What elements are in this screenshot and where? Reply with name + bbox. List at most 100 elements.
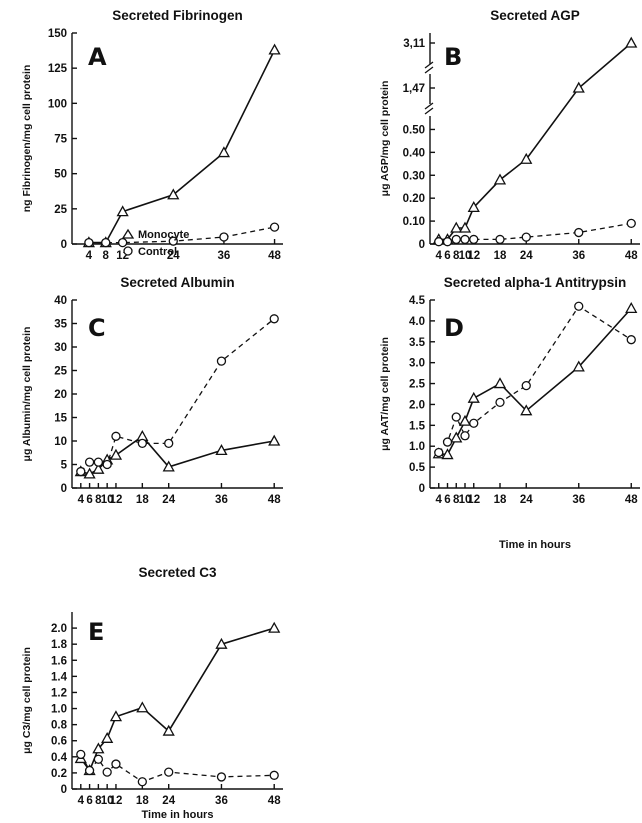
x-tick-label: 48	[268, 795, 281, 807]
y-tick-label: 0.8	[51, 720, 68, 732]
data-point-control	[137, 438, 147, 449]
x-tick-label: 12	[110, 494, 123, 506]
data-point-monocyte	[625, 36, 638, 48]
data-point-control	[521, 380, 531, 391]
data-point-monocyte	[92, 462, 105, 474]
data-point-monocyte	[162, 724, 175, 736]
data-point-monocyte	[572, 81, 585, 93]
data-point-control	[93, 457, 104, 467]
data-point-control	[469, 234, 479, 245]
y-tick-label: 0.20	[403, 193, 425, 205]
data-point-control	[216, 356, 227, 366]
data-point-monocyte	[83, 467, 96, 479]
x-tick-label: 24	[162, 795, 175, 807]
data-point-monocyte	[167, 188, 180, 200]
panel-letter: D	[444, 314, 464, 342]
y-tick-label: 15	[54, 413, 67, 425]
legend-label-control: Control	[138, 246, 177, 258]
y-tick-label: 0	[419, 483, 425, 495]
data-point-control	[216, 772, 227, 782]
y-tick-label: 0.4	[51, 752, 68, 764]
y-tick-label: 0	[419, 239, 425, 251]
y-tick-label: 0	[61, 784, 67, 796]
series-line-monocyte	[438, 42, 632, 241]
chart-title: Secreted C3	[138, 565, 217, 580]
data-point-monocyte	[109, 448, 123, 460]
legend: Monocyte Control	[121, 228, 189, 258]
axis-break-mark	[424, 61, 434, 69]
y-tick-label: 0	[61, 239, 67, 251]
legend-item-monocyte: Monocyte	[121, 228, 189, 241]
y-tick-label: 0.10	[403, 216, 425, 228]
x-tick-label: 48	[625, 250, 638, 262]
data-point-control	[84, 765, 95, 776]
y-tick-label: 5	[61, 460, 68, 472]
x-axis-label: Time in hours	[142, 809, 214, 821]
panel-letter: C	[88, 314, 106, 342]
data-point-monocyte	[467, 201, 480, 212]
data-point-control	[626, 335, 636, 345]
panel-agp: Secreted AGP B 0 0.10 0.20 0.30 0.40 0.50 1,47 3,…	[379, 8, 640, 262]
x-tick-label: 36	[572, 250, 585, 262]
data-point-monocyte	[625, 302, 638, 314]
data-point-monocyte	[520, 152, 533, 164]
data-point-monocyte	[572, 360, 585, 372]
x-tick-label: 8	[103, 250, 110, 262]
data-point-monocyte	[268, 621, 281, 633]
y-tick-label: 20	[54, 389, 67, 401]
y-tick-label: 30	[54, 342, 67, 354]
x-tick-label: 8	[453, 494, 460, 506]
y-axis-label: μg C3/mg cell protein	[21, 647, 33, 754]
y-tick-label: 1.4	[51, 671, 68, 683]
x-tick-label: 10	[459, 494, 472, 506]
x-tick-label: 6	[86, 494, 92, 506]
y-tick-label: 0.50	[403, 124, 425, 136]
data-point-control	[102, 459, 112, 470]
y-tick-label: 0.30	[403, 170, 425, 182]
axis-break-mark	[424, 107, 434, 115]
axis-break-mark	[424, 66, 434, 74]
data-point-control	[269, 222, 280, 232]
y-tick-label: 4.5	[409, 295, 426, 307]
data-point-control	[76, 466, 86, 477]
data-point-control	[434, 237, 444, 247]
x-tick-label: 18	[136, 795, 149, 807]
data-point-monocyte	[109, 710, 123, 722]
data-point-control	[495, 397, 505, 408]
data-point-monocyte	[217, 146, 231, 158]
legend-label-monocyte: Monocyte	[138, 229, 189, 241]
y-tick-label: 3,11	[403, 38, 425, 50]
series-line-monocyte	[88, 49, 276, 244]
x-tick-label: 8	[95, 795, 102, 807]
x-axis-label: Time in hours	[499, 539, 571, 551]
data-point-control	[451, 234, 461, 245]
x-tick-label: 36	[215, 795, 228, 807]
y-tick-label: 100	[48, 98, 67, 110]
y-tick-label: 1.6	[51, 655, 67, 667]
x-tick-label: 12	[467, 250, 480, 262]
legend-triangle-marker	[121, 228, 135, 239]
data-point-monocyte	[493, 173, 507, 185]
x-tick-label: 24	[162, 494, 175, 506]
x-tick-label: 48	[625, 494, 638, 506]
chart-title: Secreted Fibrinogen	[112, 8, 243, 23]
y-tick-label: 75	[54, 134, 67, 146]
x-tick-label: 24	[520, 250, 533, 262]
data-point-monocyte	[268, 434, 281, 446]
y-tick-label: 125	[48, 63, 68, 75]
x-tick-label: 36	[215, 494, 228, 506]
y-tick-label: 1,47	[403, 83, 425, 95]
panel-letter: B	[444, 43, 462, 71]
x-tick-label: 48	[268, 494, 281, 506]
x-tick-label: 36	[218, 250, 231, 262]
y-tick-label: 40	[54, 295, 67, 307]
data-point-control	[469, 418, 479, 428]
x-tick-label: 36	[572, 494, 585, 506]
data-point-monocyte	[493, 377, 507, 389]
data-point-control	[137, 777, 147, 787]
axis-break-mark	[424, 102, 434, 110]
x-tick-label: 4	[436, 250, 443, 262]
panel-letter: E	[88, 618, 104, 646]
